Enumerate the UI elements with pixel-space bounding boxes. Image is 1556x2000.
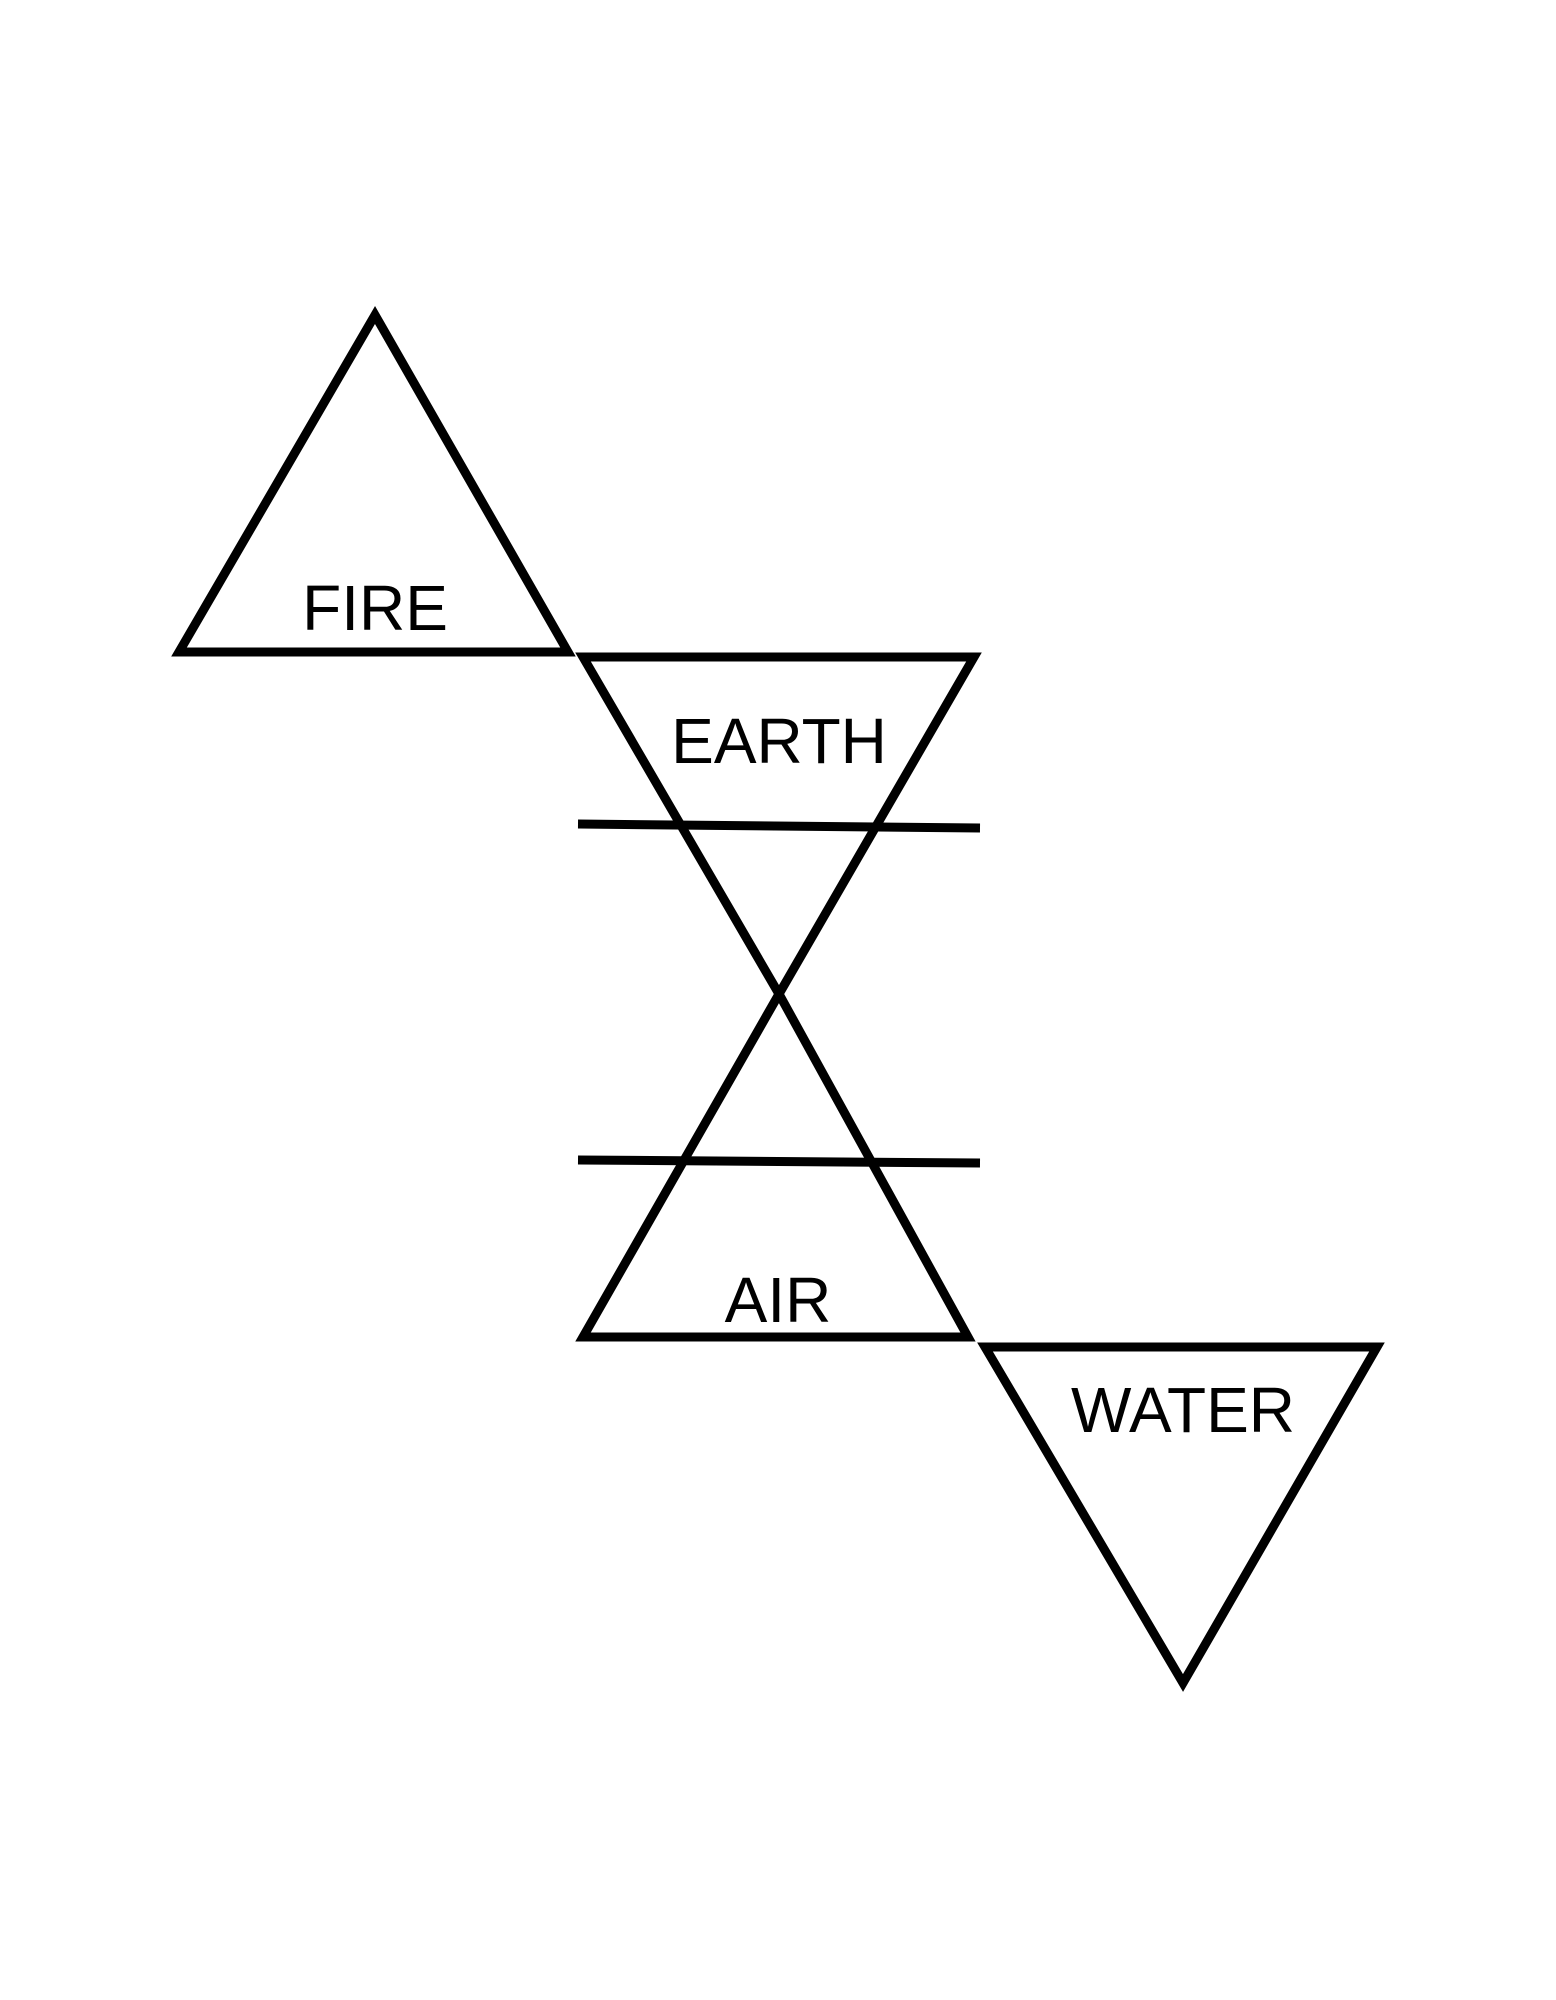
air-bar [577, 1155, 981, 1168]
air-symbol: AIR [575, 984, 981, 1342]
water-symbol: WATER [977, 1342, 1385, 1692]
water-triangle [977, 1342, 1385, 1692]
earth-symbol: EARTH [575, 652, 982, 1003]
fire-symbol: FIRE [171, 305, 576, 657]
fire-triangle [171, 305, 576, 657]
water-label: WATER [1071, 1374, 1295, 1446]
fire-label: FIRE [302, 572, 448, 644]
earth-bar [577, 819, 981, 833]
air-label: AIR [725, 1264, 832, 1336]
earth-label: EARTH [671, 705, 887, 777]
